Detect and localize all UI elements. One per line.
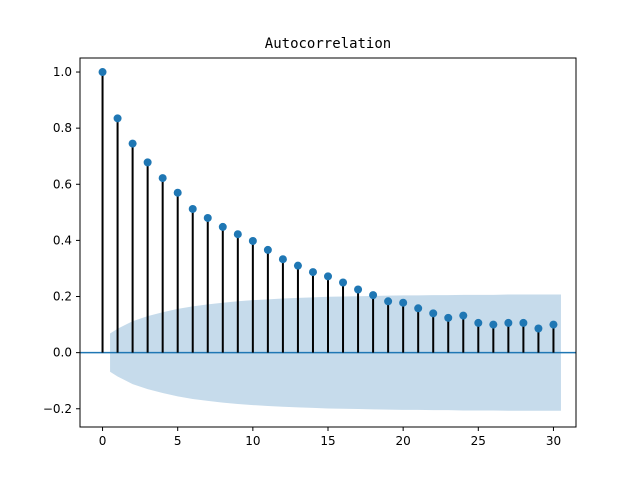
marker-lag-17	[354, 285, 363, 294]
y-tick-label-1: 0.0	[53, 346, 72, 360]
x-tick-label-30: 30	[546, 434, 561, 448]
stem-layer	[101, 72, 555, 353]
x-tick-label-5: 5	[174, 434, 182, 448]
marker-lag-4	[158, 174, 167, 183]
x-tick-label-10: 10	[245, 434, 260, 448]
y-tick-label-3: 0.4	[53, 233, 72, 247]
marker-lag-11	[263, 245, 272, 254]
marker-lag-29	[534, 324, 543, 333]
marker-lag-7	[203, 213, 212, 222]
marker-lag-22	[429, 309, 438, 318]
y-tick-label-5: 0.8	[53, 121, 72, 135]
x-tick-label-0: 0	[99, 434, 107, 448]
marker-lag-26	[489, 320, 498, 329]
marker-lag-1	[113, 114, 122, 123]
marker-lag-23	[444, 313, 453, 322]
marker-lag-8	[218, 222, 227, 231]
marker-lag-20	[399, 298, 408, 307]
y-tick-label-6: 1.0	[53, 65, 72, 79]
marker-lag-19	[384, 297, 393, 306]
marker-lag-27	[504, 318, 513, 327]
marker-lag-30	[549, 320, 558, 329]
x-tick-label-20: 20	[396, 434, 411, 448]
marker-lag-0	[98, 68, 107, 77]
marker-lag-2	[128, 139, 137, 148]
marker-lag-21	[414, 304, 423, 313]
marker-lag-6	[188, 204, 197, 213]
chart-title: Autocorrelation	[265, 36, 391, 52]
marker-lag-16	[339, 278, 348, 287]
marker-lag-10	[248, 236, 257, 245]
marker-lag-12	[278, 255, 287, 264]
x-tick-label-15: 15	[320, 434, 335, 448]
marker-lag-18	[369, 291, 378, 300]
marker-lag-3	[143, 158, 152, 167]
y-tick-label-4: 0.6	[53, 177, 72, 191]
y-tick-label-2: 0.2	[53, 290, 72, 304]
marker-lag-13	[293, 261, 302, 270]
marker-lag-14	[308, 268, 317, 277]
x-axis-ticks: 0 5 10 15 20 25 30	[99, 427, 561, 448]
marker-lag-5	[173, 188, 182, 197]
y-tick-label-0: −0.2	[43, 402, 72, 416]
marker-layer	[98, 68, 558, 333]
x-tick-label-25: 25	[471, 434, 486, 448]
marker-lag-25	[474, 318, 483, 327]
marker-lag-15	[324, 272, 332, 281]
marker-lag-28	[519, 318, 528, 327]
marker-lag-9	[233, 230, 242, 239]
marker-lag-24	[459, 311, 468, 320]
y-axis-ticks: −0.2 0.0 0.2 0.4 0.6 0.8 1.0	[43, 65, 80, 416]
